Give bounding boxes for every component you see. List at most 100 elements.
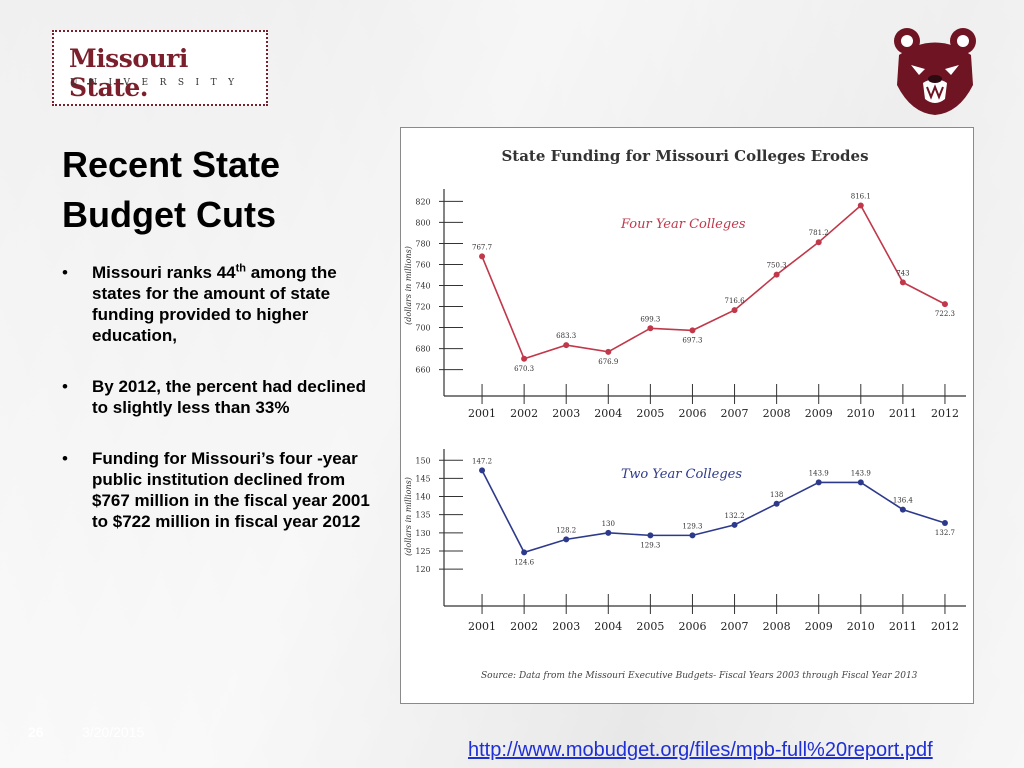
- data-label: 129.3: [640, 541, 660, 549]
- data-point: [941, 301, 948, 308]
- bullet-item: Funding for Missouri’s four -year public…: [62, 448, 382, 532]
- logo-wordmark: Missouri State.: [69, 44, 188, 102]
- data-point: [689, 327, 696, 334]
- data-label: 781.2: [809, 229, 829, 237]
- chart-svg: State Funding for Missouri Colleges Erod…: [404, 147, 966, 681]
- data-label: 816.1: [851, 193, 871, 201]
- x-tick-label: 2002: [510, 620, 538, 633]
- x-tick-label: 2011: [889, 620, 917, 633]
- y-axis-label: (dollars in millions): [404, 477, 413, 556]
- data-point: [731, 307, 738, 314]
- data-point: [521, 549, 528, 556]
- x-tick-label: 2008: [763, 407, 791, 420]
- data-label: 722.3: [935, 310, 955, 318]
- x-tick-label: 2007: [721, 620, 749, 633]
- y-tick-label: 780: [415, 239, 430, 248]
- data-label: 130: [602, 520, 615, 528]
- y-axis-label: (dollars in millions): [404, 246, 413, 325]
- data-label: 143.9: [809, 469, 829, 477]
- y-tick-label: 820: [415, 197, 430, 206]
- x-tick-label: 2011: [889, 407, 917, 420]
- x-tick-label: 2002: [510, 407, 538, 420]
- y-tick-label: 700: [415, 324, 430, 333]
- x-tick-label: 2001: [468, 620, 496, 633]
- data-label: 683.3: [556, 332, 576, 340]
- data-label: 138: [770, 491, 783, 499]
- y-tick-label: 150: [415, 456, 430, 465]
- data-label: 676.9: [598, 358, 618, 366]
- x-tick-label: 2001: [468, 407, 496, 420]
- series-title: Four Year Colleges: [620, 217, 746, 232]
- x-tick-label: 2003: [552, 620, 580, 633]
- data-point: [773, 271, 780, 278]
- data-label: 670.3: [514, 365, 534, 373]
- data-point: [857, 479, 864, 486]
- data-label: 767.7: [472, 243, 492, 251]
- x-tick-label: 2005: [636, 620, 664, 633]
- data-label: 143.9: [851, 469, 871, 477]
- data-label: 132.7: [935, 529, 955, 537]
- data-point: [605, 348, 612, 355]
- x-tick-label: 2004: [594, 620, 622, 633]
- bullet-list: Missouri ranks 44th among the states for…: [62, 262, 382, 562]
- x-tick-label: 2009: [805, 407, 833, 420]
- y-tick-label: 720: [415, 303, 430, 312]
- slide-number: 26: [28, 724, 44, 740]
- bullet-item: Missouri ranks 44th among the states for…: [62, 262, 382, 346]
- data-point: [815, 479, 822, 486]
- data-label: 716.6: [725, 297, 746, 305]
- data-label: 129.3: [682, 522, 702, 530]
- chart-source: Source: Data from the Missouri Executive…: [481, 671, 918, 681]
- data-label: 124.6: [514, 558, 535, 566]
- series-title: Two Year Colleges: [621, 467, 742, 482]
- x-tick-label: 2005: [636, 407, 664, 420]
- data-label: 750.3: [767, 262, 787, 270]
- y-tick-label: 130: [415, 529, 430, 538]
- data-point: [479, 467, 486, 474]
- x-tick-label: 2012: [931, 620, 959, 633]
- y-tick-label: 740: [415, 282, 430, 291]
- bear-mascot-icon: [894, 28, 976, 115]
- x-tick-label: 2004: [594, 407, 622, 420]
- slide-date: 3/20/2015: [82, 724, 145, 740]
- data-point: [857, 202, 864, 209]
- series-line: [481, 204, 946, 360]
- chart-panel: State Funding for Missouri Colleges Erod…: [400, 127, 974, 704]
- y-tick-label: 125: [415, 547, 430, 556]
- y-tick-label: 660: [415, 366, 430, 375]
- data-point: [647, 532, 654, 539]
- data-point: [899, 279, 906, 286]
- data-label: 128.2: [556, 526, 576, 534]
- data-label: 147.2: [472, 457, 492, 465]
- data-label: 697.3: [682, 336, 702, 344]
- x-tick-label: 2009: [805, 620, 833, 633]
- chart-title: State Funding for Missouri Colleges Erod…: [501, 147, 868, 165]
- data-label: 743: [896, 269, 909, 277]
- data-label: 132.2: [725, 512, 745, 520]
- y-tick-label: 140: [415, 493, 430, 502]
- y-tick-label: 135: [415, 511, 430, 520]
- y-tick-label: 120: [415, 565, 430, 574]
- data-label: 136.4: [893, 497, 914, 505]
- data-point: [899, 506, 906, 513]
- data-label: 699.3: [640, 315, 660, 323]
- data-point: [521, 355, 528, 362]
- x-tick-label: 2006: [678, 620, 706, 633]
- data-point: [647, 325, 654, 332]
- data-point: [689, 532, 696, 539]
- data-point: [731, 521, 738, 528]
- y-tick-label: 760: [415, 260, 430, 269]
- x-tick-label: 2008: [763, 620, 791, 633]
- data-point: [563, 536, 570, 543]
- source-link[interactable]: http://www.mobudget.org/files/mpb-full%2…: [468, 739, 933, 761]
- data-point: [563, 342, 570, 349]
- series-line: [481, 470, 946, 554]
- slide-title: Recent State Budget Cuts: [62, 144, 281, 235]
- logo-subtitle: UNIVERSITY: [70, 78, 246, 88]
- data-point: [773, 500, 780, 507]
- x-tick-label: 2003: [552, 407, 580, 420]
- x-tick-label: 2012: [931, 407, 959, 420]
- data-point: [815, 239, 822, 246]
- data-point: [605, 529, 612, 536]
- y-tick-label: 145: [415, 474, 430, 483]
